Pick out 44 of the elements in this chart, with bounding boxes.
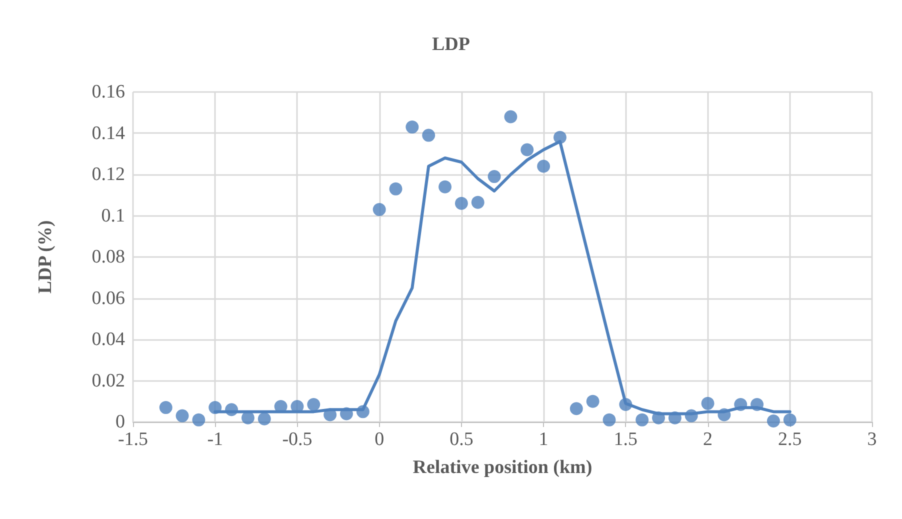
y-axis-title: LDP (%)	[35, 220, 56, 294]
point	[438, 180, 452, 194]
point	[488, 170, 501, 184]
point	[636, 413, 649, 426]
point	[241, 411, 254, 424]
y-tick-label: 0.02	[92, 370, 125, 392]
y-tick-label: 0.1	[101, 205, 125, 226]
point	[602, 413, 616, 426]
point	[422, 128, 436, 142]
y-tick-label: 0.08	[92, 246, 125, 268]
x-tick-label: 1.5	[614, 429, 638, 450]
point	[307, 398, 320, 411]
point	[176, 409, 189, 422]
x-tick-label: 3	[867, 429, 877, 450]
point	[192, 413, 206, 426]
point	[471, 196, 484, 209]
point	[159, 401, 172, 414]
y-tick-label: 0.04	[92, 329, 126, 350]
point	[783, 413, 796, 426]
point	[504, 110, 518, 124]
x-axis-title: Relative position (km)	[412, 457, 592, 478]
x-tick-label: 2.5	[778, 429, 802, 450]
x-tick-label: 0.5	[450, 429, 474, 450]
point	[406, 120, 419, 134]
point	[701, 396, 714, 410]
point	[586, 394, 600, 408]
y-tick-label: 0.12	[92, 164, 125, 185]
x-tick-label: 1	[538, 429, 548, 450]
x-tick-label: -1	[207, 429, 224, 450]
x-tick-label: -0.5	[282, 429, 312, 450]
point	[258, 412, 271, 426]
point	[766, 414, 780, 428]
x-tick-label: 2	[703, 429, 713, 450]
point	[454, 196, 468, 210]
point	[537, 160, 550, 173]
y-tick-label: 0.14	[92, 122, 126, 144]
point	[372, 203, 386, 216]
point	[570, 402, 583, 416]
y-tick-label: 0.06	[92, 288, 125, 309]
x-tick-label: 0	[374, 429, 384, 450]
y-tick-label: 0.16	[92, 82, 125, 102]
chart-title: LDP	[432, 34, 470, 55]
point	[520, 143, 534, 156]
point	[389, 182, 402, 196]
